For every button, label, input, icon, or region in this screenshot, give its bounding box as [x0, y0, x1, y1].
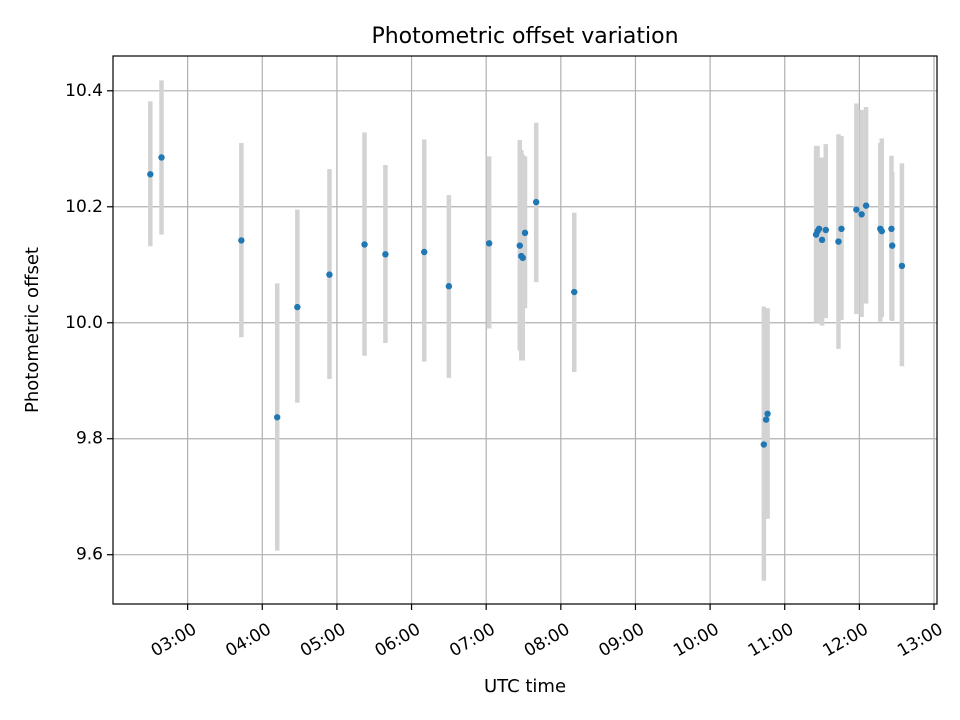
y-tick-label: 9.6 [76, 545, 103, 565]
data-point [853, 206, 860, 213]
data-point [898, 262, 906, 270]
data-point [294, 303, 301, 311]
data-point [158, 154, 165, 161]
data-point [485, 240, 493, 247]
data-point [764, 410, 771, 417]
data-point [822, 226, 829, 234]
y-axis-label: Photometric offset [22, 247, 43, 413]
data-point [238, 237, 245, 244]
data-point [858, 211, 865, 218]
data-point [445, 283, 453, 290]
y-tick-label: 9.8 [76, 429, 103, 449]
data-point [571, 288, 578, 296]
data-point [889, 242, 896, 249]
data-point [760, 441, 768, 448]
data-point [888, 225, 895, 233]
data-point [532, 198, 540, 206]
x-axis-label: UTC time [484, 676, 566, 697]
data-point [838, 225, 845, 233]
data-point [519, 254, 526, 262]
data-point [762, 416, 770, 423]
grid-lines [113, 56, 937, 604]
data-point [421, 248, 428, 256]
data-point [516, 242, 523, 249]
data-point [147, 171, 154, 178]
data-point [361, 241, 368, 248]
data-point [326, 271, 333, 278]
data-point [862, 202, 870, 209]
data-point [382, 251, 389, 258]
chart-title: Photometric offset variation [371, 24, 678, 49]
y-tick-label: 10.2 [65, 197, 103, 217]
data-point [815, 225, 823, 233]
data-point [521, 229, 529, 237]
data-points [147, 154, 906, 448]
plot-frame [112, 55, 938, 605]
data-point [818, 236, 826, 244]
y-axis-ticks: 9.6 9.8 10.0 10.2 10.4 [65, 81, 113, 565]
data-point [274, 414, 281, 421]
data-point [878, 227, 885, 235]
y-tick-label: 10.0 [65, 313, 103, 333]
y-tick-label: 10.4 [65, 81, 103, 101]
data-point [835, 238, 842, 245]
